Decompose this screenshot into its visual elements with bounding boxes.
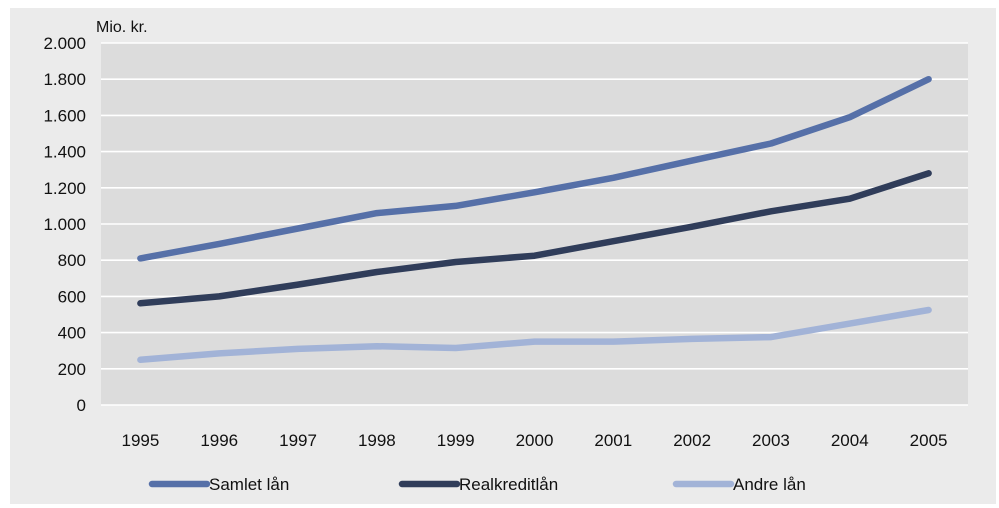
x-tick-label: 1995	[121, 431, 159, 450]
y-tick-label: 0	[77, 396, 86, 415]
y-tick-label: 1.200	[43, 179, 86, 198]
y-tick-label: 200	[58, 360, 86, 379]
x-tick-label: 1997	[279, 431, 317, 450]
x-tick-label: 2005	[910, 431, 948, 450]
legend-label: Andre lån	[733, 475, 806, 494]
legend-label: Samlet lån	[209, 475, 289, 494]
y-tick-label: 2.000	[43, 34, 86, 53]
y-tick-label: 600	[58, 287, 86, 306]
y-tick-label: 800	[58, 251, 86, 270]
x-tick-label: 1996	[200, 431, 238, 450]
x-tick-label: 2000	[516, 431, 554, 450]
y-tick-label: 400	[58, 324, 86, 343]
series-line	[137, 75, 932, 262]
legend-label: Realkreditlån	[459, 475, 558, 494]
x-tick-label: 2002	[673, 431, 711, 450]
y-tick-label: 1.600	[43, 106, 86, 125]
y-tick-label: 1.800	[43, 70, 86, 89]
x-tick-label: 1998	[358, 431, 396, 450]
x-tick-label: 1999	[437, 431, 475, 450]
x-tick-label: 2004	[831, 431, 869, 450]
series-line	[137, 170, 932, 307]
series-line	[137, 306, 932, 364]
x-tick-label: 2003	[752, 431, 790, 450]
x-tick-label: 2001	[594, 431, 632, 450]
y-axis-unit-label: Mio. kr.	[96, 19, 148, 36]
y-tick-label: 1.400	[43, 143, 86, 162]
y-tick-label: 1.000	[43, 215, 86, 234]
